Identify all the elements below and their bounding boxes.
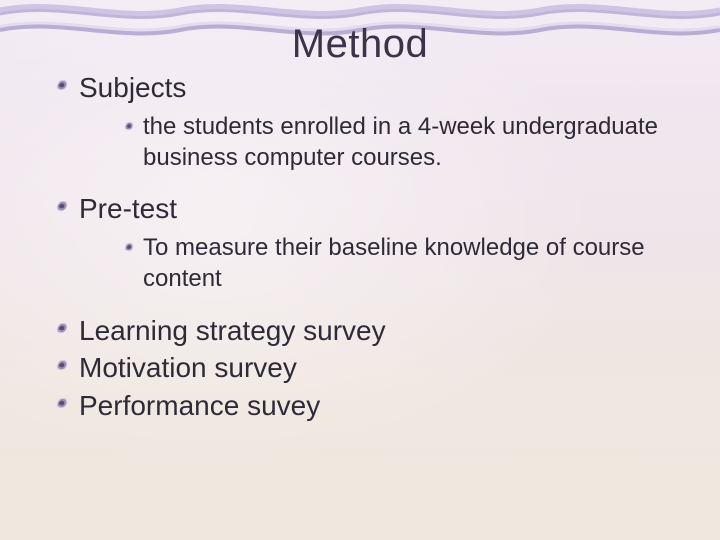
content-area: Subjects the students enrolled in a 4-we… <box>55 70 680 426</box>
leaf-bullet-icon <box>123 120 135 132</box>
bullet-lvl1: Performance suvey <box>55 388 680 424</box>
item-text: To measure their baseline knowledge of c… <box>143 233 680 294</box>
bullet-lvl1: Pre-test <box>55 191 680 227</box>
item-text: Motivation survey <box>79 350 680 386</box>
list-item: Pre-test To measure their baseline knowl… <box>55 191 680 294</box>
leaf-bullet-icon <box>55 396 69 410</box>
leaf-bullet-icon <box>55 199 69 213</box>
bullet-lvl1: Learning strategy survey <box>55 313 680 349</box>
item-text: Learning strategy survey <box>79 313 680 349</box>
bullet-lvl2: To measure their baseline knowledge of c… <box>89 233 680 294</box>
leaf-bullet-icon <box>123 241 135 253</box>
leaf-bullet-icon <box>55 321 69 335</box>
list-tail: Learning strategy survey Motivation surv… <box>55 313 680 424</box>
leaf-bullet-icon <box>55 78 69 92</box>
item-text: Subjects <box>79 70 680 106</box>
item-text: Performance suvey <box>79 388 680 424</box>
leaf-bullet-icon <box>55 358 69 372</box>
slide-title: Method <box>0 22 720 67</box>
item-text: the students enrolled in a 4-week underg… <box>143 112 680 173</box>
item-text: Pre-test <box>79 191 680 227</box>
wave-decoration-top <box>0 0 720 20</box>
bullet-lvl2: the students enrolled in a 4-week underg… <box>89 112 680 173</box>
slide: Method Subjects the students enrolled in… <box>0 0 720 540</box>
bullet-lvl1: Motivation survey <box>55 350 680 386</box>
bullet-lvl1: Subjects <box>55 70 680 106</box>
list-item: Subjects the students enrolled in a 4-we… <box>55 70 680 173</box>
